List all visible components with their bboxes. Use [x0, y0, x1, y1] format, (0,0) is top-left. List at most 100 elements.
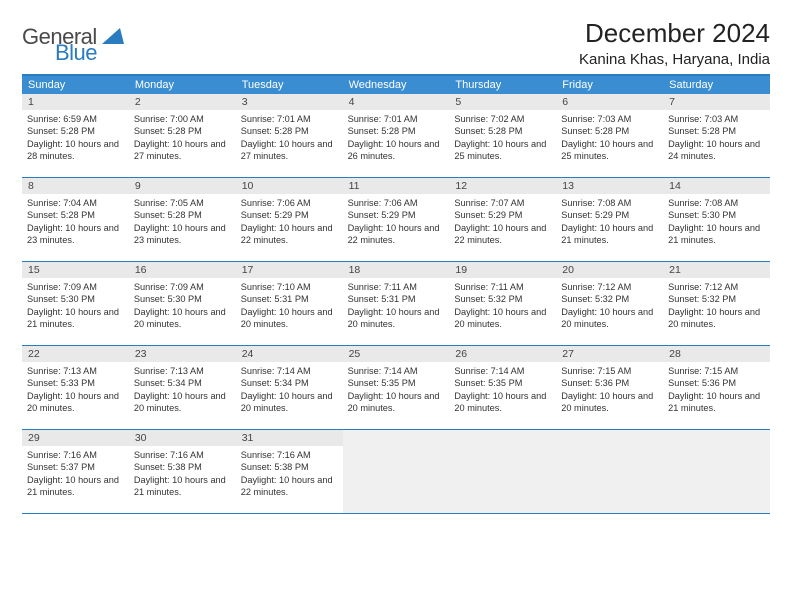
weekday-header: Monday [129, 76, 236, 94]
weekday-header: Saturday [663, 76, 770, 94]
day-info: Sunrise: 7:06 AMSunset: 5:29 PMDaylight:… [236, 194, 343, 252]
calendar-cell: 4Sunrise: 7:01 AMSunset: 5:28 PMDaylight… [343, 94, 450, 178]
calendar-cell: 22Sunrise: 7:13 AMSunset: 5:33 PMDayligh… [22, 346, 129, 430]
day-number: 19 [449, 262, 556, 278]
calendar-cell: 24Sunrise: 7:14 AMSunset: 5:34 PMDayligh… [236, 346, 343, 430]
calendar-cell: 29Sunrise: 7:16 AMSunset: 5:37 PMDayligh… [22, 430, 129, 514]
calendar-cell: 11Sunrise: 7:06 AMSunset: 5:29 PMDayligh… [343, 178, 450, 262]
day-number: 14 [663, 178, 770, 194]
calendar-grid: SundayMondayTuesdayWednesdayThursdayFrid… [22, 74, 770, 514]
day-info: Sunrise: 7:08 AMSunset: 5:30 PMDaylight:… [663, 194, 770, 252]
day-number: 28 [663, 346, 770, 362]
day-info: Sunrise: 7:16 AMSunset: 5:38 PMDaylight:… [129, 446, 236, 504]
day-info: Sunrise: 7:00 AMSunset: 5:28 PMDaylight:… [129, 110, 236, 168]
calendar-cell-empty [449, 430, 556, 514]
calendar-cell: 15Sunrise: 7:09 AMSunset: 5:30 PMDayligh… [22, 262, 129, 346]
calendar-cell: 25Sunrise: 7:14 AMSunset: 5:35 PMDayligh… [343, 346, 450, 430]
day-info: Sunrise: 7:16 AMSunset: 5:37 PMDaylight:… [22, 446, 129, 504]
calendar-cell: 30Sunrise: 7:16 AMSunset: 5:38 PMDayligh… [129, 430, 236, 514]
calendar-cell: 19Sunrise: 7:11 AMSunset: 5:32 PMDayligh… [449, 262, 556, 346]
weekday-header: Friday [556, 76, 663, 94]
day-number: 6 [556, 94, 663, 110]
day-info: Sunrise: 7:09 AMSunset: 5:30 PMDaylight:… [129, 278, 236, 336]
calendar-cell: 5Sunrise: 7:02 AMSunset: 5:28 PMDaylight… [449, 94, 556, 178]
calendar-cell: 2Sunrise: 7:00 AMSunset: 5:28 PMDaylight… [129, 94, 236, 178]
day-info: Sunrise: 7:14 AMSunset: 5:35 PMDaylight:… [449, 362, 556, 420]
day-number: 29 [22, 430, 129, 446]
day-info: Sunrise: 7:01 AMSunset: 5:28 PMDaylight:… [343, 110, 450, 168]
logo-text-blue: Blue [55, 40, 97, 66]
day-number: 17 [236, 262, 343, 278]
calendar-cell: 1Sunrise: 6:59 AMSunset: 5:28 PMDaylight… [22, 94, 129, 178]
day-info: Sunrise: 7:16 AMSunset: 5:38 PMDaylight:… [236, 446, 343, 504]
day-number: 26 [449, 346, 556, 362]
day-number: 3 [236, 94, 343, 110]
day-info: Sunrise: 7:08 AMSunset: 5:29 PMDaylight:… [556, 194, 663, 252]
title-block: December 2024 Kanina Khas, Haryana, Indi… [579, 18, 770, 68]
day-info: Sunrise: 7:14 AMSunset: 5:34 PMDaylight:… [236, 362, 343, 420]
day-number: 13 [556, 178, 663, 194]
day-info: Sunrise: 7:04 AMSunset: 5:28 PMDaylight:… [22, 194, 129, 252]
day-info: Sunrise: 7:03 AMSunset: 5:28 PMDaylight:… [556, 110, 663, 168]
calendar-cell: 17Sunrise: 7:10 AMSunset: 5:31 PMDayligh… [236, 262, 343, 346]
weekday-header: Sunday [22, 76, 129, 94]
calendar-cell: 13Sunrise: 7:08 AMSunset: 5:29 PMDayligh… [556, 178, 663, 262]
day-info: Sunrise: 7:07 AMSunset: 5:29 PMDaylight:… [449, 194, 556, 252]
calendar-cell: 14Sunrise: 7:08 AMSunset: 5:30 PMDayligh… [663, 178, 770, 262]
day-info: Sunrise: 7:05 AMSunset: 5:28 PMDaylight:… [129, 194, 236, 252]
calendar-cell: 3Sunrise: 7:01 AMSunset: 5:28 PMDaylight… [236, 94, 343, 178]
day-number: 7 [663, 94, 770, 110]
day-number: 24 [236, 346, 343, 362]
calendar-cell-empty [343, 430, 450, 514]
day-info: Sunrise: 7:01 AMSunset: 5:28 PMDaylight:… [236, 110, 343, 168]
day-number: 2 [129, 94, 236, 110]
calendar-cell: 10Sunrise: 7:06 AMSunset: 5:29 PMDayligh… [236, 178, 343, 262]
calendar-cell: 12Sunrise: 7:07 AMSunset: 5:29 PMDayligh… [449, 178, 556, 262]
day-info: Sunrise: 7:11 AMSunset: 5:32 PMDaylight:… [449, 278, 556, 336]
day-number: 12 [449, 178, 556, 194]
calendar-cell-empty [663, 430, 770, 514]
day-number: 23 [129, 346, 236, 362]
day-info: Sunrise: 6:59 AMSunset: 5:28 PMDaylight:… [22, 110, 129, 168]
day-number: 15 [22, 262, 129, 278]
day-number: 4 [343, 94, 450, 110]
day-info: Sunrise: 7:10 AMSunset: 5:31 PMDaylight:… [236, 278, 343, 336]
calendar-cell: 9Sunrise: 7:05 AMSunset: 5:28 PMDaylight… [129, 178, 236, 262]
weekday-header: Wednesday [343, 76, 450, 94]
day-number: 16 [129, 262, 236, 278]
header: General Blue December 2024 Kanina Khas, … [22, 18, 770, 68]
day-info: Sunrise: 7:03 AMSunset: 5:28 PMDaylight:… [663, 110, 770, 168]
calendar-cell: 28Sunrise: 7:15 AMSunset: 5:36 PMDayligh… [663, 346, 770, 430]
day-info: Sunrise: 7:11 AMSunset: 5:31 PMDaylight:… [343, 278, 450, 336]
weekday-header: Thursday [449, 76, 556, 94]
day-number: 9 [129, 178, 236, 194]
day-number: 10 [236, 178, 343, 194]
day-number: 25 [343, 346, 450, 362]
calendar-cell: 7Sunrise: 7:03 AMSunset: 5:28 PMDaylight… [663, 94, 770, 178]
calendar-cell: 21Sunrise: 7:12 AMSunset: 5:32 PMDayligh… [663, 262, 770, 346]
day-info: Sunrise: 7:14 AMSunset: 5:35 PMDaylight:… [343, 362, 450, 420]
day-info: Sunrise: 7:15 AMSunset: 5:36 PMDaylight:… [663, 362, 770, 420]
day-info: Sunrise: 7:06 AMSunset: 5:29 PMDaylight:… [343, 194, 450, 252]
logo: General Blue [22, 24, 124, 50]
calendar-cell: 8Sunrise: 7:04 AMSunset: 5:28 PMDaylight… [22, 178, 129, 262]
month-title: December 2024 [579, 18, 770, 49]
day-info: Sunrise: 7:12 AMSunset: 5:32 PMDaylight:… [556, 278, 663, 336]
logo-triangle-icon [102, 28, 124, 49]
location: Kanina Khas, Haryana, India [579, 51, 770, 68]
calendar-cell: 27Sunrise: 7:15 AMSunset: 5:36 PMDayligh… [556, 346, 663, 430]
day-number: 30 [129, 430, 236, 446]
day-number: 27 [556, 346, 663, 362]
day-number: 20 [556, 262, 663, 278]
day-number: 22 [22, 346, 129, 362]
day-number: 31 [236, 430, 343, 446]
day-number: 5 [449, 94, 556, 110]
day-info: Sunrise: 7:12 AMSunset: 5:32 PMDaylight:… [663, 278, 770, 336]
day-number: 1 [22, 94, 129, 110]
day-number: 11 [343, 178, 450, 194]
day-info: Sunrise: 7:13 AMSunset: 5:33 PMDaylight:… [22, 362, 129, 420]
day-info: Sunrise: 7:02 AMSunset: 5:28 PMDaylight:… [449, 110, 556, 168]
calendar-cell: 23Sunrise: 7:13 AMSunset: 5:34 PMDayligh… [129, 346, 236, 430]
day-number: 8 [22, 178, 129, 194]
calendar-cell: 31Sunrise: 7:16 AMSunset: 5:38 PMDayligh… [236, 430, 343, 514]
